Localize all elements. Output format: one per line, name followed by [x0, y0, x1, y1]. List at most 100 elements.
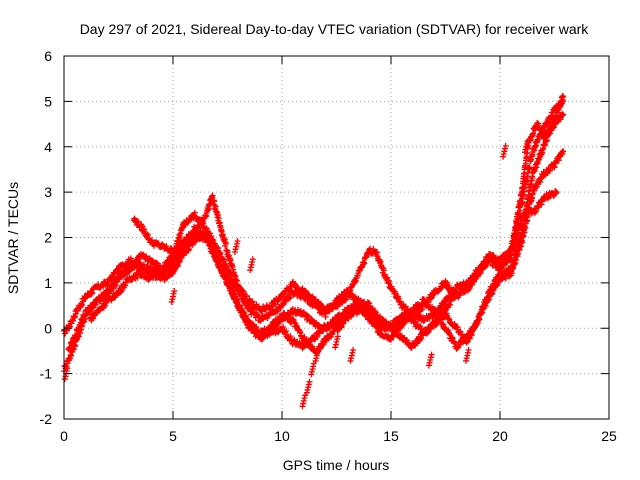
data-point	[315, 347, 322, 354]
data-point	[283, 328, 290, 335]
data-point	[349, 349, 356, 356]
data-point	[442, 307, 449, 314]
data-point	[301, 395, 308, 402]
y-tick-label: 6	[44, 48, 52, 64]
data-point	[500, 153, 507, 160]
y-tick-label: 5	[44, 93, 52, 109]
data-point	[249, 256, 256, 263]
data-point	[502, 145, 509, 152]
data-point	[222, 240, 229, 247]
data-point	[151, 242, 158, 249]
data-point	[168, 298, 175, 305]
data-point	[465, 347, 472, 354]
data-point	[560, 111, 567, 118]
x-tick-label: 10	[274, 428, 290, 444]
data-point	[521, 229, 528, 236]
data-point	[524, 217, 531, 224]
data-point	[243, 292, 250, 299]
x-tick-label: 5	[169, 428, 177, 444]
x-tick-label: 0	[60, 428, 68, 444]
y-tick-label: -1	[40, 366, 53, 382]
data-point	[64, 365, 71, 372]
data-point	[348, 355, 355, 362]
data-point	[521, 149, 528, 156]
data-point	[300, 397, 307, 404]
data-point	[523, 141, 530, 148]
data-point	[221, 236, 228, 243]
data-point	[464, 352, 471, 359]
data-point	[306, 378, 313, 385]
data-point	[232, 246, 239, 253]
data-point	[61, 376, 68, 383]
x-axis-label: GPS time / hours	[283, 457, 390, 473]
data-point	[233, 243, 240, 250]
y-tick-label: 3	[44, 184, 52, 200]
data-point	[263, 332, 270, 339]
data-point	[524, 138, 531, 145]
data-point	[519, 239, 526, 246]
data-point	[231, 249, 238, 256]
data-point	[63, 367, 70, 374]
data-point	[249, 259, 256, 266]
data-point	[72, 313, 79, 320]
x-tick-label: 20	[492, 428, 508, 444]
x-tick-label: 15	[383, 428, 399, 444]
y-tick-label: 4	[44, 139, 52, 155]
data-point	[143, 253, 150, 260]
y-tick-label: 2	[44, 230, 52, 246]
data-point	[308, 371, 315, 378]
data-point	[163, 243, 170, 250]
data-point	[140, 261, 147, 268]
data-point	[254, 312, 261, 319]
data-point	[380, 267, 387, 274]
data-point	[560, 148, 567, 155]
data-point	[234, 238, 241, 245]
data-point	[552, 190, 559, 197]
data-point	[264, 315, 271, 322]
data-point	[529, 175, 536, 182]
y-axis-label: SDTVAR / TECUs	[5, 182, 21, 294]
data-point	[209, 192, 216, 199]
data-point	[248, 261, 255, 268]
data-point	[361, 260, 368, 267]
series-track-3	[130, 111, 566, 324]
data-point	[550, 124, 557, 131]
data-point	[170, 293, 176, 300]
data-point	[347, 357, 354, 364]
data-point	[215, 215, 222, 222]
data-point	[332, 344, 339, 351]
data-point	[482, 302, 489, 309]
data-point	[303, 389, 310, 396]
series-track-5	[65, 187, 559, 357]
data-point	[170, 290, 177, 297]
data-point	[247, 264, 254, 271]
data-point	[305, 384, 312, 391]
data-point	[308, 368, 315, 375]
data-point	[300, 400, 307, 407]
data-point	[334, 333, 341, 340]
data-point	[333, 338, 340, 345]
data-point	[214, 212, 221, 219]
series-scattered	[61, 138, 531, 410]
data-point	[515, 211, 522, 218]
data-point	[73, 333, 80, 340]
data-point	[502, 275, 509, 282]
data-point	[522, 146, 529, 153]
data-point	[494, 282, 501, 289]
data-point	[348, 352, 355, 359]
data-point	[366, 246, 373, 253]
data-point	[314, 349, 321, 356]
data-point	[207, 201, 214, 208]
data-point	[416, 312, 423, 319]
data-point	[500, 151, 507, 158]
data-point	[370, 246, 377, 253]
data-point	[334, 336, 341, 343]
data-point	[249, 298, 256, 305]
data-point	[427, 354, 434, 361]
data-point	[151, 268, 158, 275]
data-point	[320, 341, 327, 348]
data-point	[247, 267, 254, 274]
data-point	[523, 143, 530, 150]
data-point	[313, 352, 320, 359]
data-point	[67, 345, 74, 352]
